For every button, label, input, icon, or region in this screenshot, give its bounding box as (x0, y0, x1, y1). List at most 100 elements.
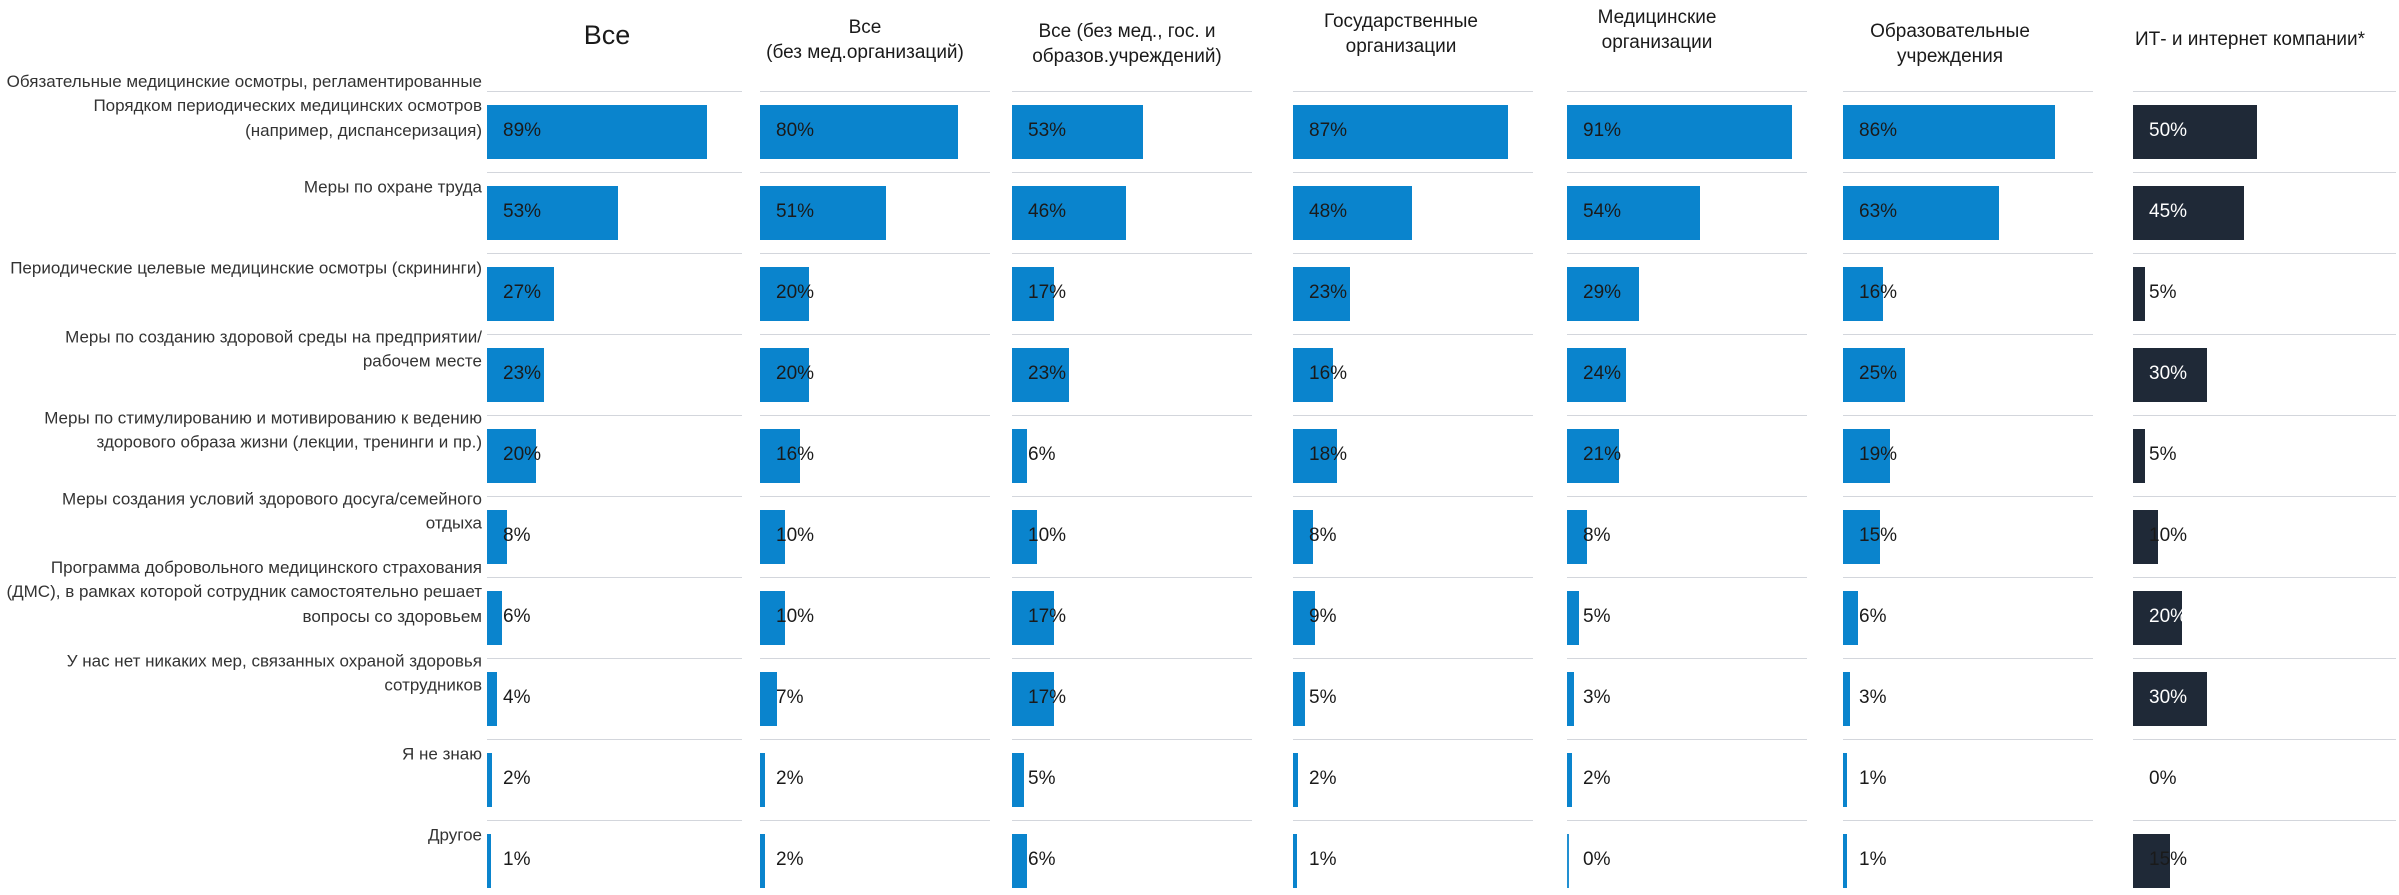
row-separator (1293, 496, 1533, 497)
data-label: 24% (1583, 363, 1622, 384)
row-separator (2133, 739, 2396, 740)
row-separator (2133, 91, 2396, 92)
row-label: Другое (427, 825, 482, 845)
row-separator (1012, 739, 1252, 740)
data-label: 89% (503, 120, 542, 141)
row-separator (1567, 253, 1807, 254)
bar (1843, 672, 1851, 726)
data-label: 86% (1859, 120, 1898, 141)
bar (2133, 186, 2245, 240)
row-separator (1843, 415, 2093, 416)
row-separator (1293, 658, 1533, 659)
row-separator (1843, 334, 2093, 335)
series-title: Образовательные учреждения (1870, 21, 2030, 67)
data-label: 21% (1583, 444, 1622, 465)
bar (2133, 510, 2158, 564)
row-separator (487, 334, 742, 335)
bar (1567, 672, 1575, 726)
row-separator (1293, 91, 1533, 92)
data-label: 6% (1028, 849, 1056, 870)
series-title: ИТ- и интернет компании* (2135, 29, 2366, 50)
bar (487, 753, 492, 807)
data-label: 2% (1583, 768, 1611, 789)
bar (1012, 348, 1069, 402)
data-label: 1% (503, 849, 531, 870)
series-title: Медицинские организации (1597, 7, 1717, 53)
data-label: 7% (776, 687, 804, 708)
row-separator (2133, 253, 2396, 254)
bar (1293, 834, 1297, 888)
row-separator (487, 253, 742, 254)
data-label: 46% (1028, 201, 1067, 222)
bar (760, 348, 810, 402)
bar (487, 348, 544, 402)
data-label: 9% (1309, 606, 1337, 627)
row-separator (1293, 334, 1533, 335)
bar (1012, 186, 1126, 240)
row-separator (2133, 820, 2396, 821)
bar (1567, 186, 1701, 240)
data-label: 30% (2149, 687, 2188, 708)
data-label: 30% (2149, 363, 2188, 384)
row-label: Обязательные медицинские осмотры, реглам… (6, 71, 482, 140)
bar (760, 429, 800, 483)
bar (2133, 105, 2257, 159)
row-separator (487, 577, 742, 578)
data-label: 8% (1583, 525, 1611, 546)
bar (487, 510, 507, 564)
series-title: Все (без мед.организаций) (766, 17, 964, 63)
row-separator (1293, 820, 1533, 821)
row-separator (1843, 91, 2093, 92)
data-label: 16% (1309, 363, 1348, 384)
row-separator (1012, 496, 1252, 497)
bar (487, 591, 502, 645)
bar (1012, 510, 1037, 564)
bar (1843, 186, 1999, 240)
row-separator (2133, 415, 2396, 416)
data-label: 87% (1309, 120, 1348, 141)
data-label: 53% (1028, 120, 1067, 141)
row-separator (487, 496, 742, 497)
data-label: 1% (1859, 849, 1887, 870)
bar (760, 267, 810, 321)
data-label: 0% (2149, 768, 2177, 789)
data-label: 27% (503, 282, 542, 303)
row-separator (1843, 253, 2093, 254)
bar (1843, 267, 1883, 321)
bar (1567, 510, 1587, 564)
data-label: 20% (2149, 606, 2188, 627)
row-separator (760, 496, 990, 497)
row-separator (1843, 172, 2093, 173)
row-label: Я не знаю (402, 744, 482, 764)
data-label: 6% (503, 606, 531, 627)
bar (1293, 105, 1508, 159)
row-separator (1843, 739, 2093, 740)
bar (487, 672, 497, 726)
bar (1293, 591, 1316, 645)
data-label: 2% (1309, 768, 1337, 789)
bar (2133, 672, 2208, 726)
row-separator (2133, 658, 2396, 659)
data-label: 17% (1028, 687, 1067, 708)
bar (1567, 267, 1639, 321)
row-label: Меры по созданию здоровой среды на предп… (65, 326, 482, 371)
bar (760, 510, 785, 564)
bar (487, 186, 618, 240)
bar (487, 267, 554, 321)
bar (2133, 834, 2171, 888)
row-separator (760, 172, 990, 173)
data-label: 2% (503, 768, 531, 789)
data-label: 10% (1028, 525, 1067, 546)
row-separator (1567, 820, 1807, 821)
data-label: 10% (776, 606, 815, 627)
data-label: 80% (776, 120, 815, 141)
data-label: 16% (776, 444, 815, 465)
bar (1012, 672, 1054, 726)
data-label: 54% (1583, 201, 1622, 222)
data-label: 2% (776, 849, 804, 870)
data-label: 23% (1028, 363, 1067, 384)
row-separator (1293, 415, 1533, 416)
data-label: 3% (1583, 687, 1611, 708)
row-separator (760, 820, 990, 821)
row-separator (1012, 658, 1252, 659)
